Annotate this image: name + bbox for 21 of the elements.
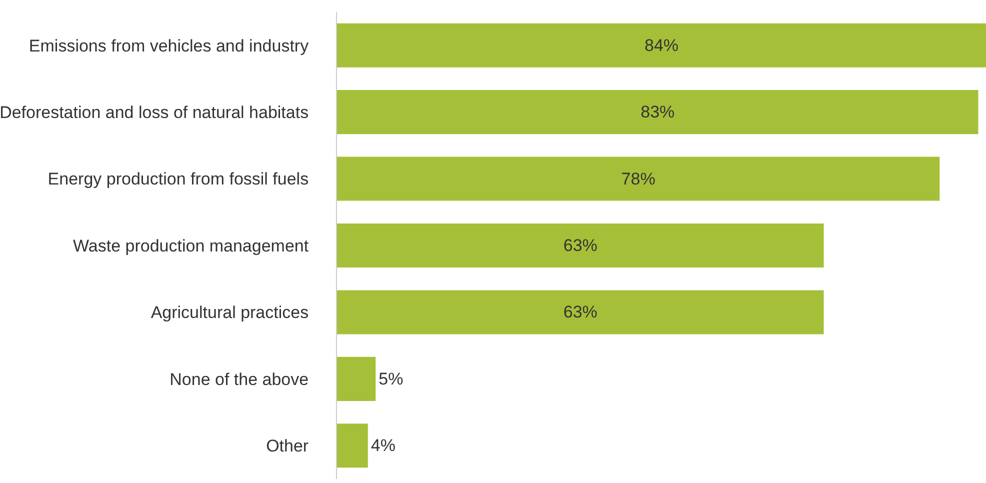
bar: [337, 290, 824, 334]
bar: [337, 90, 978, 134]
data-label: 78%: [621, 169, 656, 188]
bar: [337, 356, 376, 401]
y-tick-label: Emissions from vehicles and industry: [28, 36, 310, 56]
bar: [337, 223, 824, 268]
data-label: 84%: [644, 36, 679, 55]
y-tick-label: Energy production from fossil fuels: [48, 170, 309, 189]
data-label: 63%: [563, 302, 598, 322]
y-tick-label: Agricultural practices: [150, 303, 309, 322]
y-tick-label: Other: [266, 436, 309, 456]
bar: [337, 424, 368, 468]
y-tick-label: Waste production management: [72, 236, 309, 256]
data-label: 63%: [563, 236, 598, 255]
y-tick-label: None of the above: [170, 370, 309, 389]
bar: [337, 156, 940, 201]
data-label: 4%: [370, 436, 396, 456]
data-label: 5%: [378, 369, 404, 388]
y-tick-label: Deforestation and loss of natural habitats: [0, 103, 309, 122]
bar: [337, 23, 986, 68]
data-label: 83%: [640, 102, 675, 122]
